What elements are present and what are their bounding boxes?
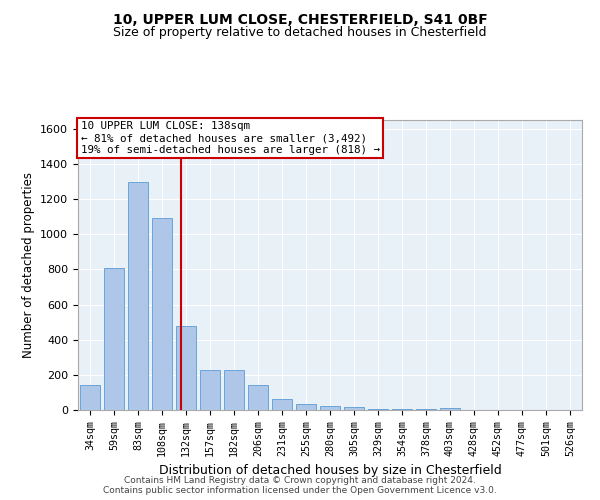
Bar <box>320 406 340 410</box>
Bar <box>80 386 100 410</box>
X-axis label: Distribution of detached houses by size in Chesterfield: Distribution of detached houses by size … <box>158 464 502 477</box>
Bar <box>368 409 388 410</box>
Bar <box>176 326 196 410</box>
Text: Size of property relative to detached houses in Chesterfield: Size of property relative to detached ho… <box>113 26 487 39</box>
Text: 10 UPPER LUM CLOSE: 138sqm
← 81% of detached houses are smaller (3,492)
19% of s: 10 UPPER LUM CLOSE: 138sqm ← 81% of deta… <box>80 122 380 154</box>
Bar <box>128 182 148 410</box>
Bar <box>248 386 268 410</box>
Text: Contains HM Land Registry data © Crown copyright and database right 2024.
Contai: Contains HM Land Registry data © Crown c… <box>103 476 497 495</box>
Bar <box>152 218 172 410</box>
Bar <box>224 370 244 410</box>
Bar <box>272 398 292 410</box>
Bar <box>440 408 460 410</box>
Bar <box>344 408 364 410</box>
Bar <box>104 268 124 410</box>
Bar <box>200 370 220 410</box>
Text: 10, UPPER LUM CLOSE, CHESTERFIELD, S41 0BF: 10, UPPER LUM CLOSE, CHESTERFIELD, S41 0… <box>113 12 487 26</box>
Bar <box>416 409 436 410</box>
Bar <box>392 409 412 410</box>
Y-axis label: Number of detached properties: Number of detached properties <box>22 172 35 358</box>
Bar <box>296 404 316 410</box>
